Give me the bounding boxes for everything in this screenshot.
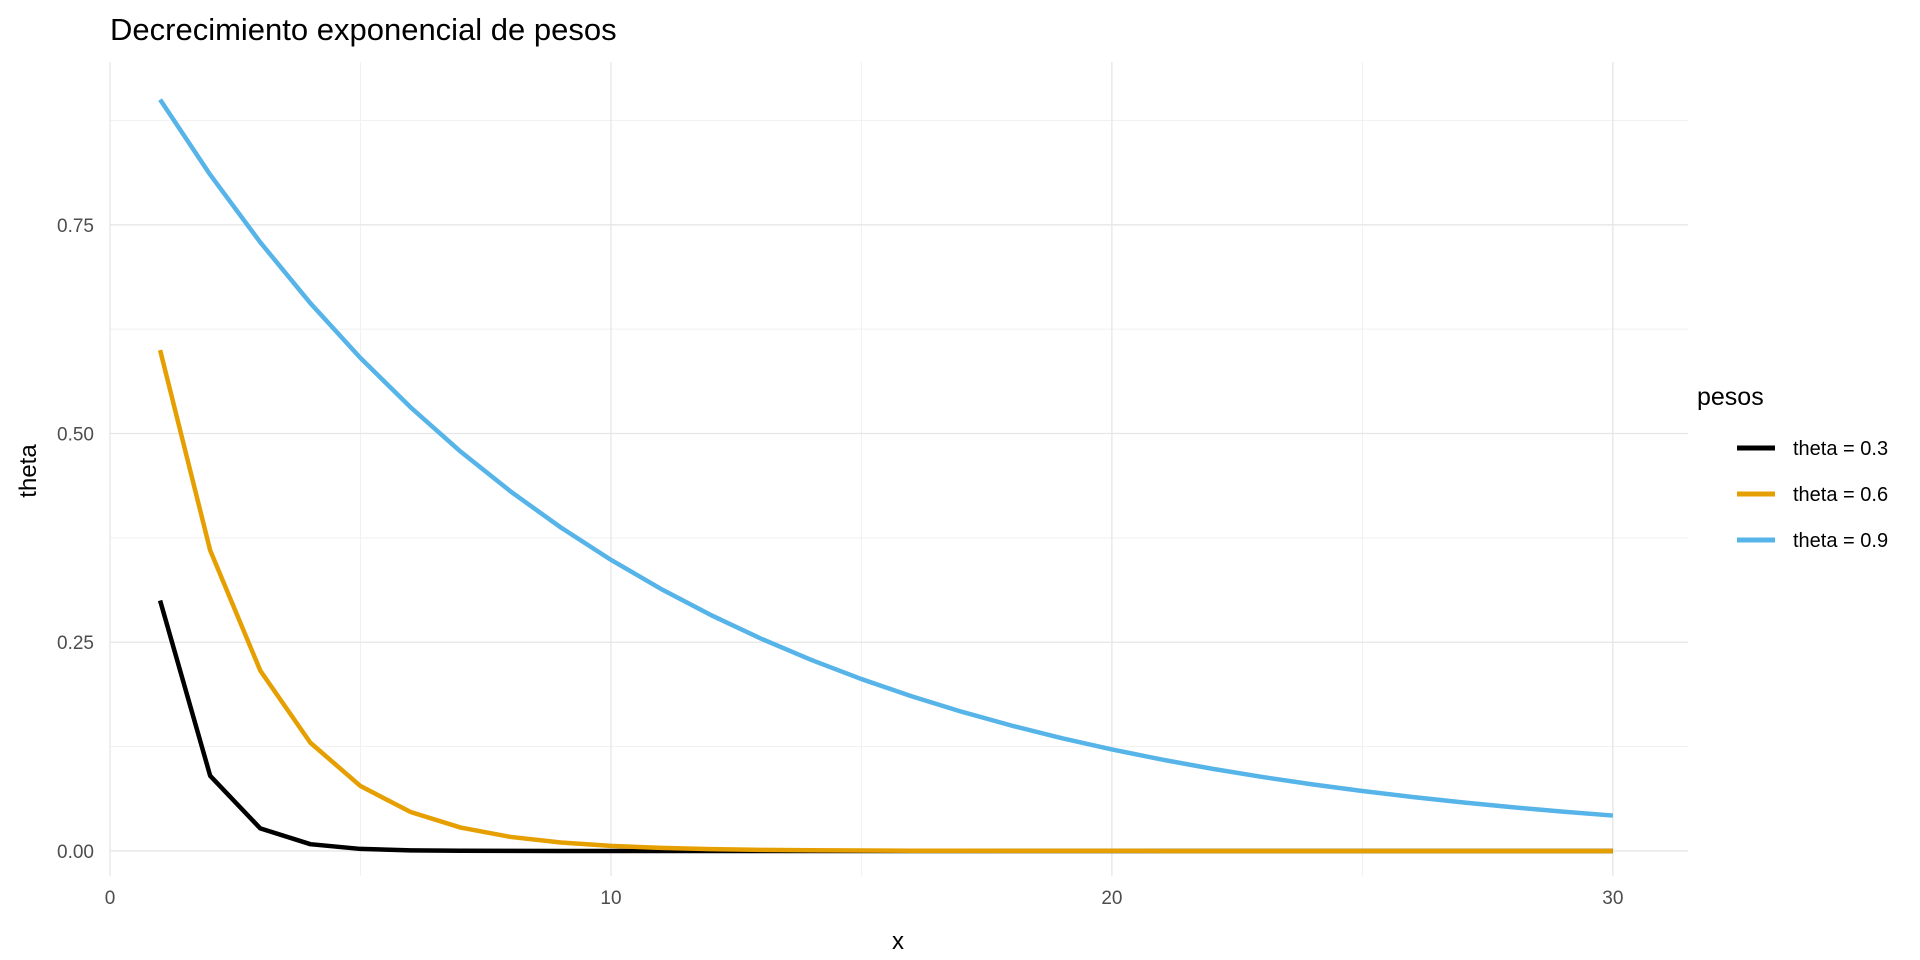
chart-title: Decrecimiento exponencial de pesos bbox=[110, 12, 617, 47]
minor-gridlines bbox=[110, 62, 1688, 876]
y-tick-label: 0.75 bbox=[57, 216, 94, 237]
series-line-2 bbox=[157, 349, 1613, 854]
x-axis-title: x bbox=[892, 928, 904, 955]
y-tick-label: 0.00 bbox=[57, 842, 94, 863]
legend-title: pesos bbox=[1697, 383, 1764, 411]
x-tick-label: 20 bbox=[1101, 888, 1122, 909]
y-tick-label: 0.50 bbox=[57, 425, 94, 446]
x-axis-tick-labels: 0 10 20 30 bbox=[105, 888, 1624, 909]
legend-label-1: theta = 0.3 bbox=[1793, 438, 1888, 460]
x-tick-label: 10 bbox=[600, 888, 621, 909]
y-axis-tick-labels: 0.00 0.25 0.50 0.75 bbox=[57, 216, 94, 863]
y-axis-title: theta bbox=[15, 444, 42, 498]
series-lines bbox=[157, 98, 1614, 854]
legend-label-3: theta = 0.9 bbox=[1793, 530, 1888, 552]
legend: pesos theta = 0.3 theta = 0.6 theta = 0.9 bbox=[1697, 383, 1888, 552]
major-gridlines bbox=[109, 62, 1688, 876]
y-tick-label: 0.25 bbox=[57, 633, 94, 654]
x-tick-label: 30 bbox=[1602, 888, 1623, 909]
series-line-1 bbox=[157, 599, 1613, 854]
x-tick-label: 0 bbox=[105, 888, 116, 909]
series-line-3 bbox=[158, 98, 1614, 818]
legend-label-2: theta = 0.6 bbox=[1793, 484, 1888, 506]
